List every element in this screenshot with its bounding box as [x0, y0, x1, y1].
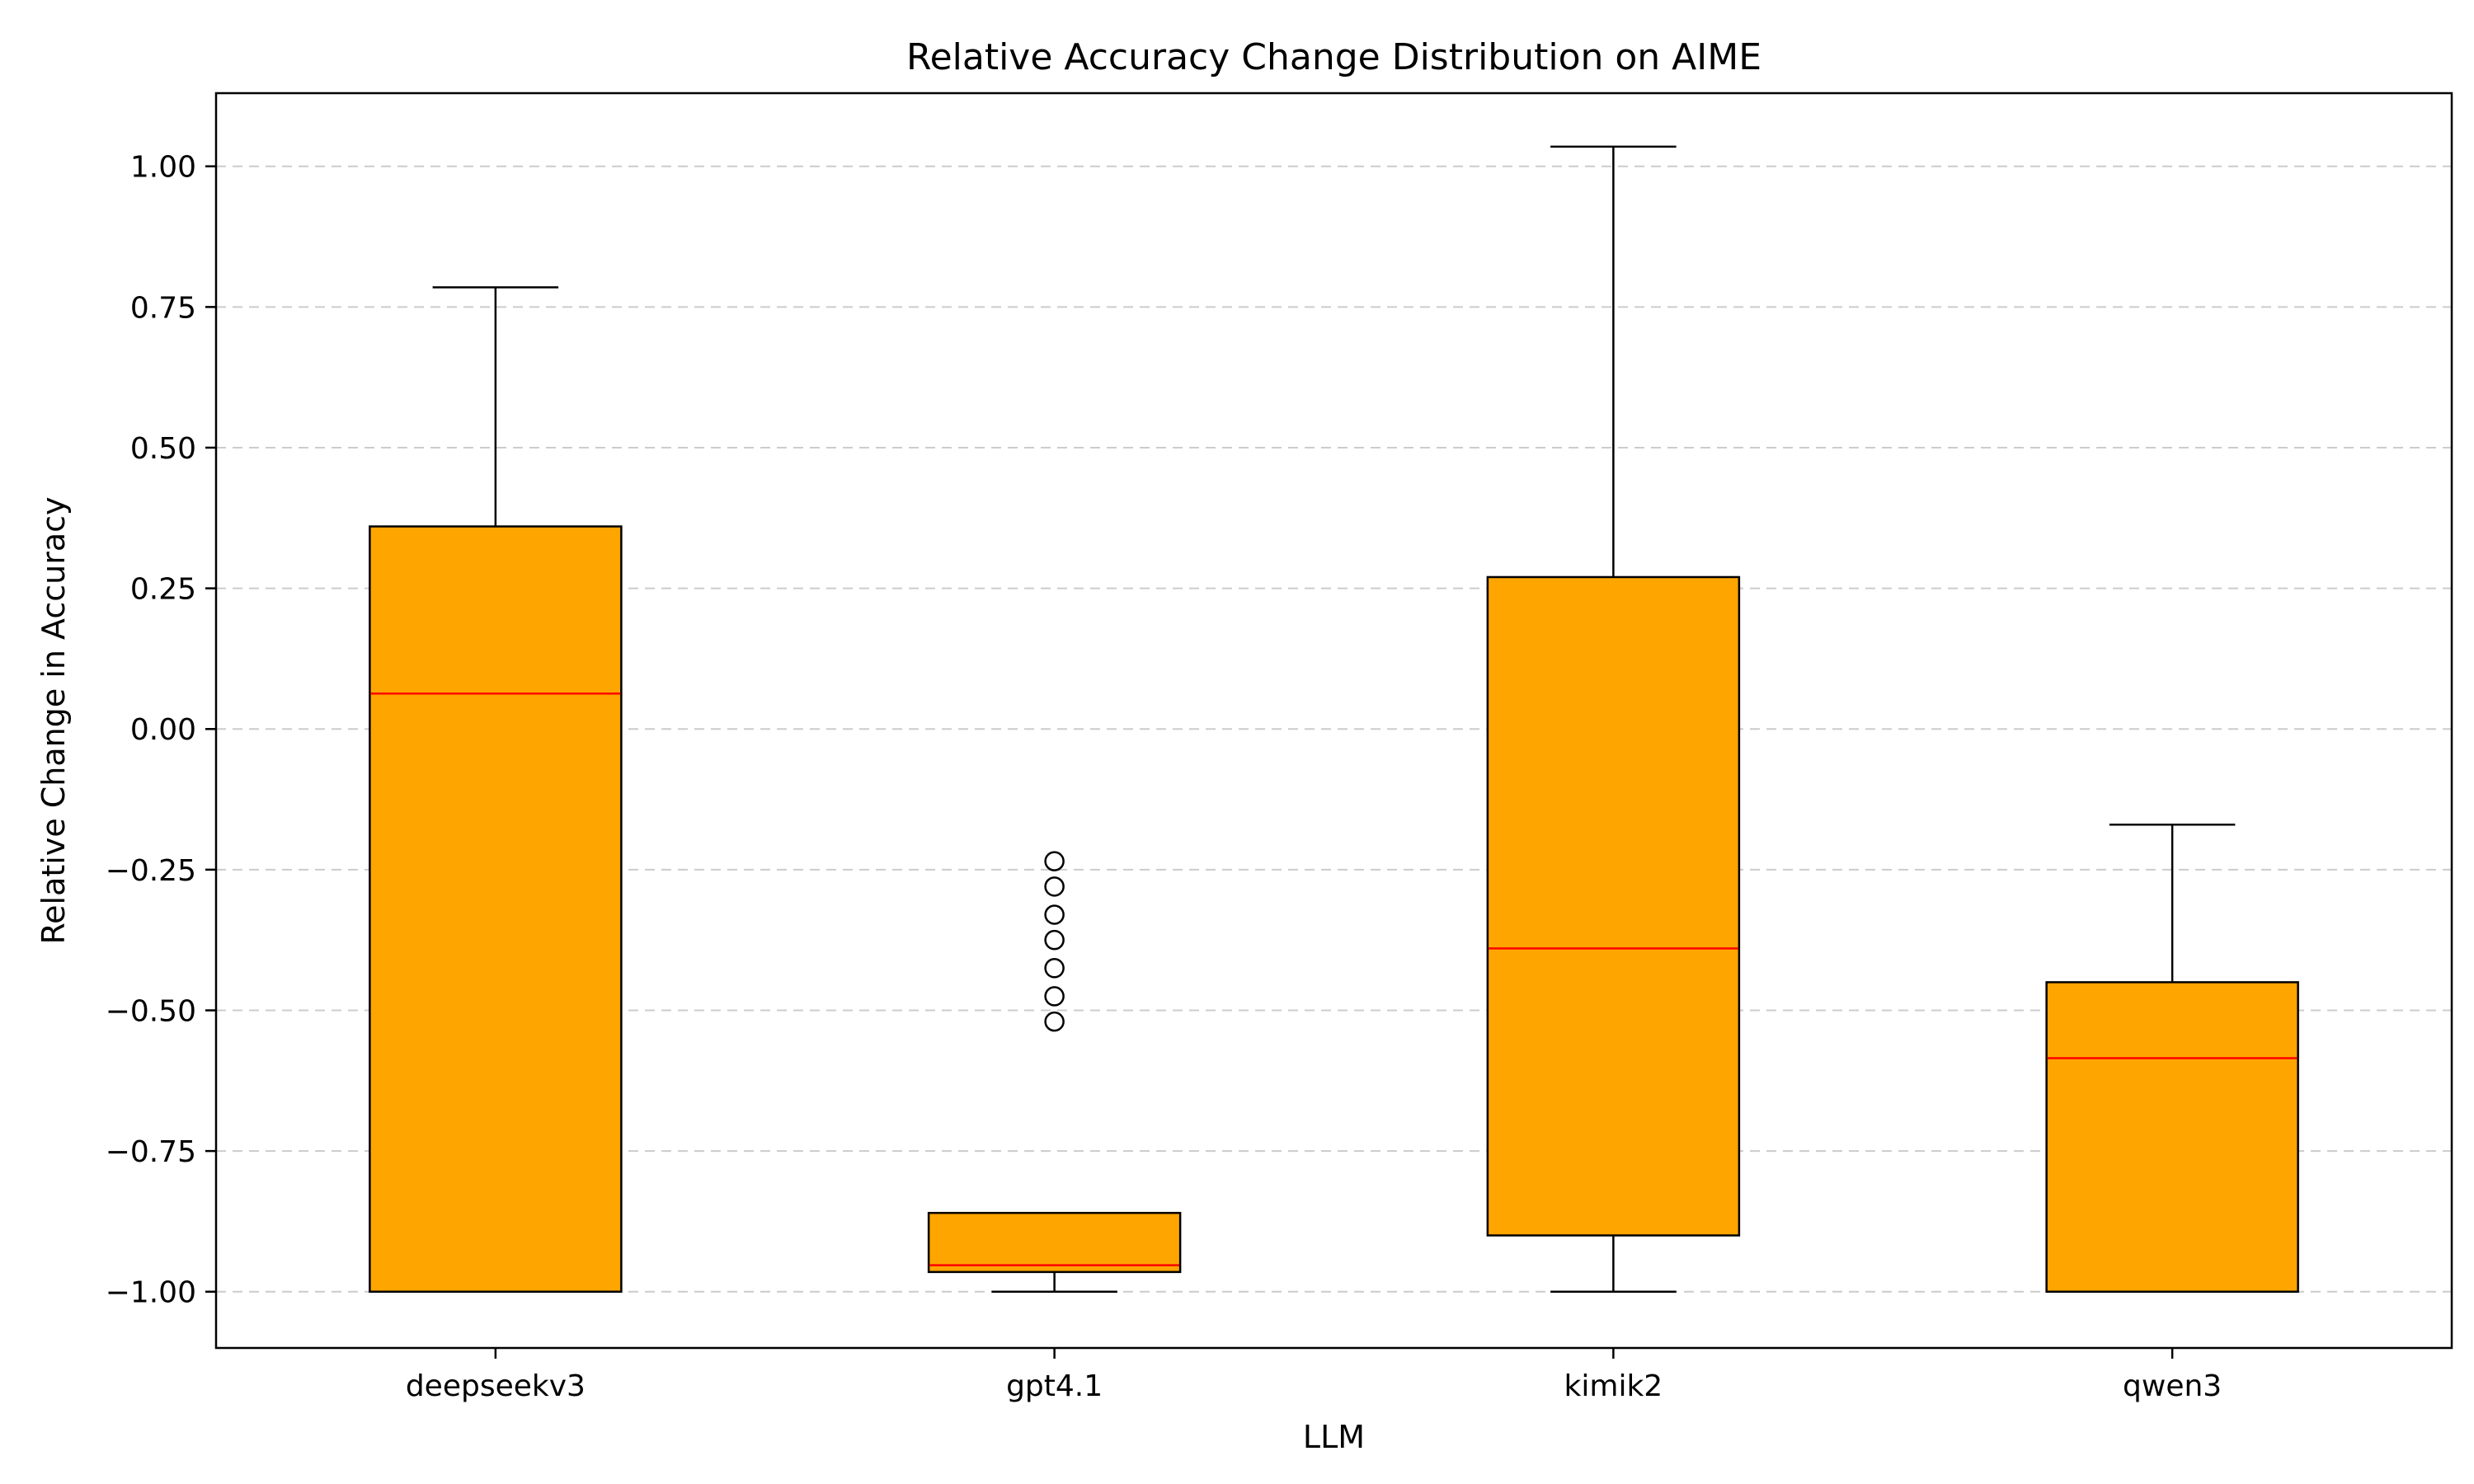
x-tick-label: deepseekv3 — [406, 1369, 586, 1403]
y-tick-label: 1.00 — [130, 151, 196, 185]
y-tick-label: 0.50 — [130, 432, 196, 466]
outlier-point — [1044, 1011, 1065, 1032]
outlier-point — [1044, 851, 1065, 871]
boxes — [369, 145, 2299, 1293]
y-tick-label: 0.75 — [130, 291, 196, 325]
outlier-point — [1044, 958, 1065, 979]
y-axis-ticks: −1.00 −0.75 −0.50 −0.25 0.00 0.25 0.50 0.75 1.00 — [106, 151, 216, 1310]
x-axis-ticks: deepseekv3 gpt4.1 kimik2 qwen3 — [406, 1348, 2222, 1403]
outlier-point — [1044, 929, 1065, 951]
box-iqr — [2045, 981, 2299, 1293]
box-iqr — [927, 1211, 1182, 1274]
x-tick-label: kimik2 — [1564, 1369, 1663, 1403]
y-tick-label: −1.00 — [106, 1276, 196, 1310]
box-gpt4.1 — [927, 851, 1182, 1293]
plot-area-frame — [214, 92, 2453, 1350]
x-axis-label: LLM — [1303, 1419, 1365, 1455]
y-tick-label: −0.25 — [106, 854, 196, 888]
y-tick-label: 0.00 — [130, 713, 196, 747]
box-qwen3 — [2045, 824, 2299, 1293]
y-tick-label: 0.25 — [130, 573, 196, 607]
outlier-point — [1044, 986, 1065, 1007]
box-kimik2 — [1486, 145, 1741, 1293]
y-tick-label: −0.75 — [106, 1135, 196, 1169]
x-tick-label: gpt4.1 — [1006, 1369, 1103, 1403]
outlier-point — [1044, 904, 1065, 925]
x-tick-label: qwen3 — [2123, 1369, 2222, 1403]
box-deepseekv3 — [369, 286, 623, 1293]
outlier-point — [1044, 876, 1065, 897]
chart-title: Relative Accuracy Change Distribution on… — [906, 36, 1761, 78]
y-axis-label: Relative Change in Accuracy — [35, 496, 72, 944]
box-iqr — [369, 525, 623, 1293]
box-iqr — [1486, 575, 1741, 1237]
y-tick-label: −0.50 — [106, 994, 196, 1028]
